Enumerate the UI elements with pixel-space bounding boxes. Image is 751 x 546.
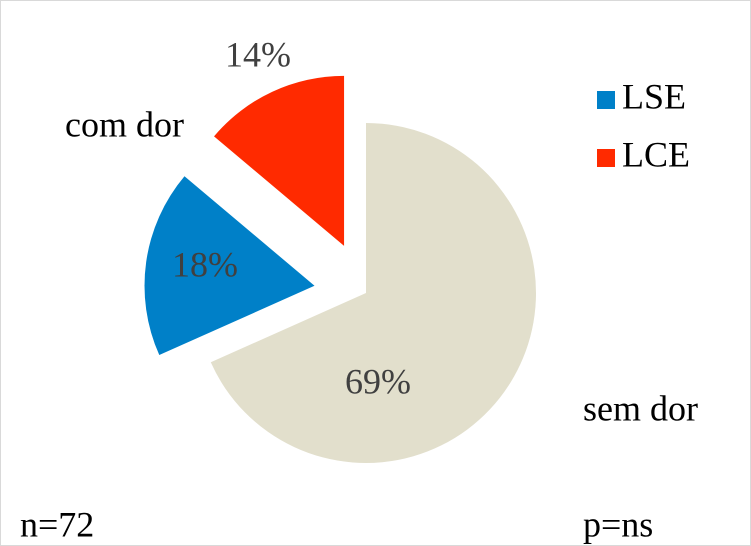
legend-label: LCE (622, 134, 690, 174)
data-label: 18% (172, 244, 238, 284)
legend-swatch (597, 149, 615, 167)
data-label: 69% (345, 361, 411, 401)
legend-swatch (597, 91, 615, 109)
legend-label: LSE (622, 76, 686, 116)
pie-slice (144, 176, 315, 356)
annotation: p=ns (583, 504, 653, 544)
annotation: sem dor (583, 388, 698, 428)
data-label: 14% (225, 34, 291, 74)
annotation: n=72 (20, 504, 94, 544)
pie-slice (214, 75, 345, 246)
annotation: com dor (65, 104, 184, 144)
pie-slice (210, 123, 536, 464)
